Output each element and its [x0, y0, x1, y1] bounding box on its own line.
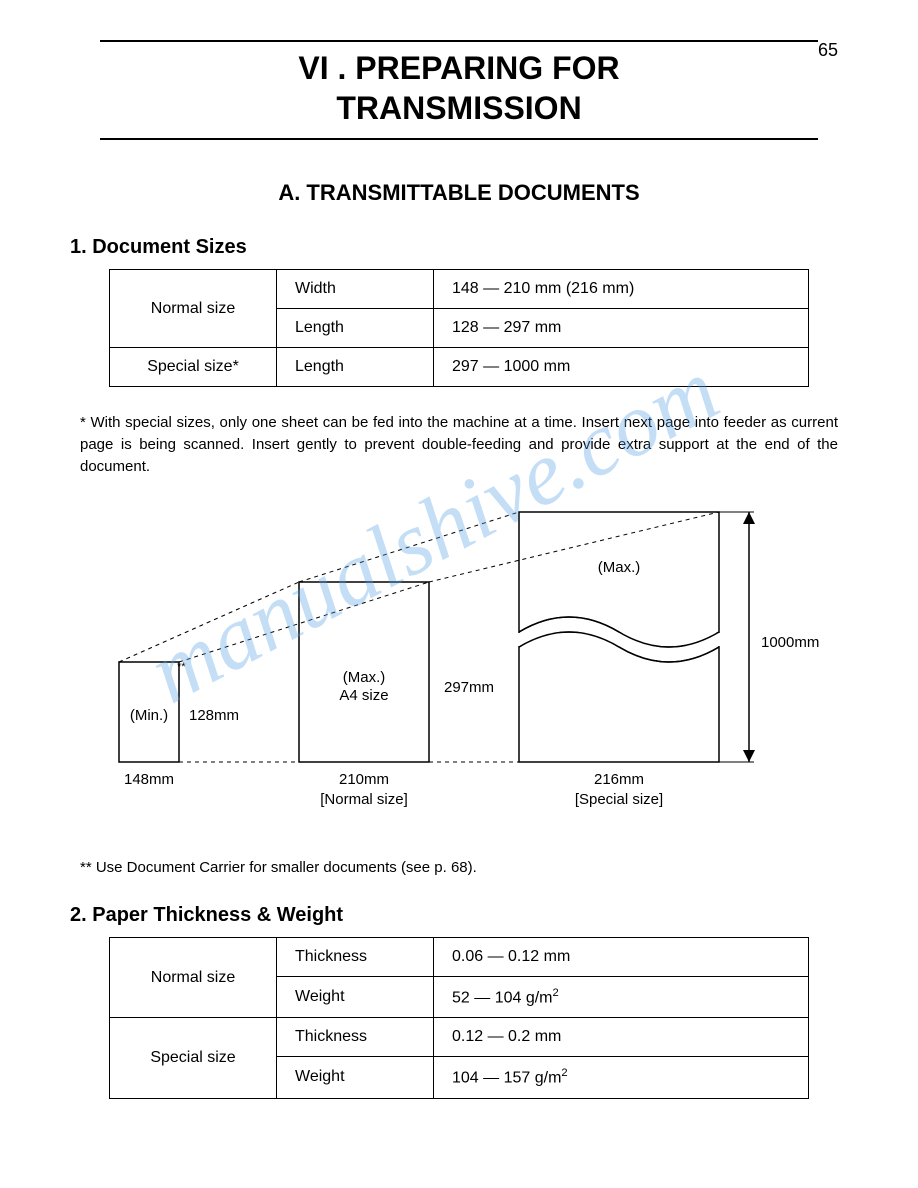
svg-text:128mm: 128mm [189, 707, 239, 724]
svg-text:(Max.): (Max.) [343, 669, 386, 686]
chapter-title: VI . PREPARING FOR TRANSMISSION [100, 40, 818, 140]
table-row: Special size Thickness 0.12 — 0.2 mm [110, 1018, 809, 1057]
cell-attr: Weight [277, 977, 434, 1018]
document-sizes-table: Normal size Width 148 — 210 mm (216 mm) … [109, 269, 809, 387]
table-row: Normal size Thickness 0.06 — 0.12 mm [110, 938, 809, 977]
cell-label: Normal size [110, 270, 277, 348]
footnote-carrier: ** Use Document Carrier for smaller docu… [80, 857, 838, 879]
cell-value: 0.12 — 0.2 mm [434, 1018, 809, 1057]
subsection-2-title: 2. Paper Thickness & Weight [70, 904, 858, 927]
svg-text:(Max.): (Max.) [598, 559, 641, 576]
cell-value: 148 — 210 mm (216 mm) [434, 270, 809, 309]
footnote-special-size: * With special sizes, only one sheet can… [80, 412, 838, 477]
cell-attr: Thickness [277, 938, 434, 977]
svg-text:**: ** [177, 661, 186, 673]
chapter-title-line1: VI . PREPARING FOR [298, 50, 619, 86]
cell-label: Special size* [110, 348, 277, 387]
svg-text:148mm: 148mm [124, 771, 174, 788]
cell-attr: Thickness [277, 1018, 434, 1057]
cell-value: 52 — 104 g/m2 [434, 977, 809, 1018]
section-title: A. TRANSMITTABLE DOCUMENTS [60, 180, 858, 206]
cell-label: Normal size [110, 938, 277, 1018]
svg-text:A4 size: A4 size [339, 687, 388, 704]
cell-value: 128 — 297 mm [434, 309, 809, 348]
svg-text:297mm: 297mm [444, 679, 494, 696]
svg-text:210mm: 210mm [339, 771, 389, 788]
svg-text:216mm: 216mm [594, 771, 644, 788]
subsection-1-title: 1. Document Sizes [70, 236, 858, 259]
table-row: Special size* Length 297 — 1000 mm [110, 348, 809, 387]
cell-attr: Width [277, 270, 434, 309]
cell-attr: Length [277, 309, 434, 348]
svg-text:[Special size]: [Special size] [575, 791, 663, 808]
table-row: Normal size Width 148 — 210 mm (216 mm) [110, 270, 809, 309]
cell-value: 104 — 157 g/m2 [434, 1057, 809, 1098]
page-number: 65 [818, 40, 838, 61]
document-size-diagram: (Min.) ** 128mm 148mm (Max.) A4 size 297… [99, 502, 819, 837]
svg-text:[Normal size]: [Normal size] [320, 791, 408, 808]
cell-label: Special size [110, 1018, 277, 1098]
cell-attr: Length [277, 348, 434, 387]
cell-value: 297 — 1000 mm [434, 348, 809, 387]
svg-text:1000mm: 1000mm [761, 634, 819, 651]
chapter-title-line2: TRANSMISSION [336, 90, 581, 126]
cell-value: 0.06 — 0.12 mm [434, 938, 809, 977]
thickness-weight-table: Normal size Thickness 0.06 — 0.12 mm Wei… [109, 937, 809, 1099]
svg-text:(Min.): (Min.) [130, 707, 168, 724]
cell-attr: Weight [277, 1057, 434, 1098]
